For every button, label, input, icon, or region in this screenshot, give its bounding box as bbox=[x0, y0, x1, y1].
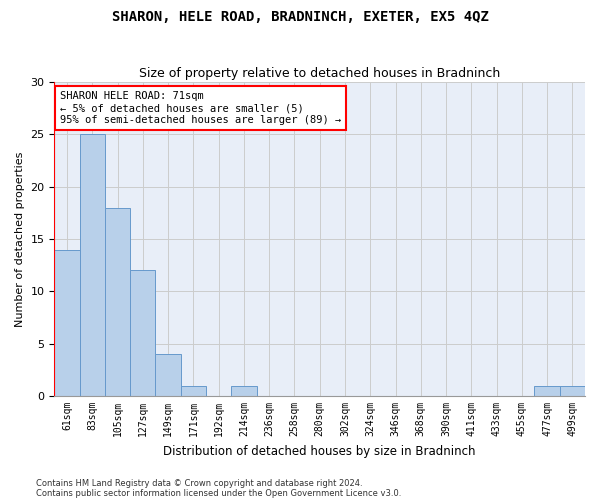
X-axis label: Distribution of detached houses by size in Bradninch: Distribution of detached houses by size … bbox=[163, 444, 476, 458]
Text: SHARON, HELE ROAD, BRADNINCH, EXETER, EX5 4QZ: SHARON, HELE ROAD, BRADNINCH, EXETER, EX… bbox=[112, 10, 488, 24]
Text: Contains HM Land Registry data © Crown copyright and database right 2024.: Contains HM Land Registry data © Crown c… bbox=[36, 478, 362, 488]
Bar bbox=[560, 386, 585, 396]
Bar bbox=[105, 208, 130, 396]
Y-axis label: Number of detached properties: Number of detached properties bbox=[15, 152, 25, 326]
Bar bbox=[55, 250, 80, 396]
Bar bbox=[80, 134, 105, 396]
Text: Contains public sector information licensed under the Open Government Licence v3: Contains public sector information licen… bbox=[36, 488, 401, 498]
Title: Size of property relative to detached houses in Bradninch: Size of property relative to detached ho… bbox=[139, 66, 500, 80]
Bar bbox=[535, 386, 560, 396]
Bar bbox=[130, 270, 155, 396]
Bar bbox=[155, 354, 181, 396]
Text: SHARON HELE ROAD: 71sqm
← 5% of detached houses are smaller (5)
95% of semi-deta: SHARON HELE ROAD: 71sqm ← 5% of detached… bbox=[60, 92, 341, 124]
Bar bbox=[231, 386, 257, 396]
Bar bbox=[181, 386, 206, 396]
